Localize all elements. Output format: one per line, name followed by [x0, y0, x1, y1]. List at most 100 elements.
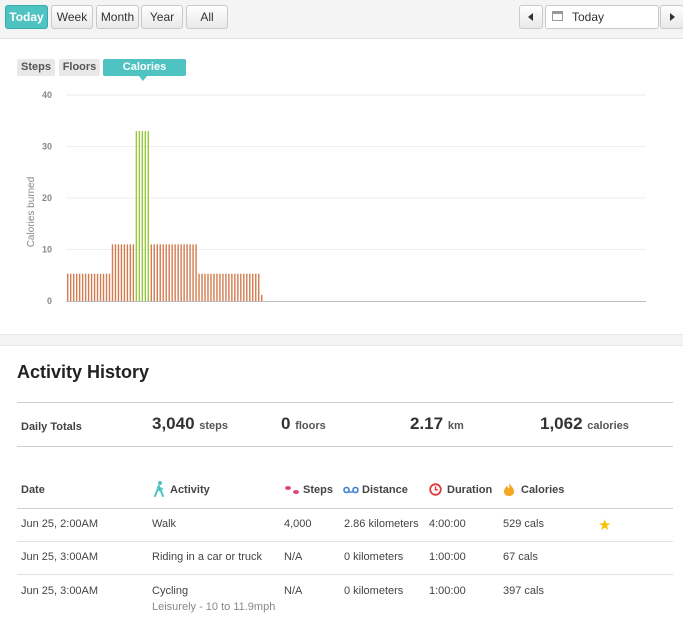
y-tick-label: 40: [42, 90, 52, 100]
range-all-button[interactable]: All: [186, 5, 228, 29]
row-2-date: Jun 25, 3:00AM: [21, 551, 99, 563]
column-date[interactable]: Date: [21, 484, 45, 496]
y-tick-label: 20: [42, 193, 52, 203]
chart-bar: [261, 294, 263, 301]
chart-bar: [135, 131, 138, 301]
next-date-button[interactable]: [660, 5, 683, 29]
total-distance: 2.17 km: [410, 414, 464, 434]
row-2-distance: 0 kilometers: [344, 551, 404, 563]
row-3-duration: 1:00:00: [429, 585, 466, 597]
row-1-activity[interactable]: Walk: [152, 518, 177, 530]
divider: [17, 402, 673, 403]
chart-bar: [222, 273, 224, 301]
total-distance-unit: km: [447, 420, 464, 432]
chart-bar: [162, 244, 164, 301]
chart-bar: [126, 244, 129, 301]
row-3-activity[interactable]: Cycling: [152, 585, 189, 597]
daily-totals-label: Daily Totals: [21, 421, 82, 433]
row-3-steps: N/A: [284, 585, 303, 597]
chart-bar: [210, 273, 212, 301]
chart-bar: [90, 273, 93, 301]
y-tick-label: 0: [47, 296, 52, 306]
chart-bar: [252, 273, 254, 301]
calendar-icon: [552, 11, 563, 21]
column-distance[interactable]: Distance: [362, 484, 408, 496]
chart-bar: [219, 273, 221, 301]
section-divider: [0, 334, 683, 346]
chart-bar: [165, 244, 167, 301]
row-1-steps: 4,000: [284, 518, 312, 530]
chart-bar: [144, 131, 147, 301]
active-tab-pointer: [139, 76, 147, 81]
chart-bar: [216, 273, 218, 301]
total-floors-value: 0: [281, 414, 291, 433]
range-year-button[interactable]: Year: [141, 5, 183, 29]
chart-bar: [189, 244, 191, 301]
calories-chart: 0 10 20 30 40 Calories burned: [26, 90, 646, 306]
chart-bar: [105, 273, 108, 301]
chart-bar: [258, 273, 260, 301]
chart-bar: [198, 273, 200, 301]
chart-bar: [156, 244, 158, 301]
chart-bar: [213, 273, 215, 301]
prev-date-button[interactable]: [519, 5, 543, 29]
walking-person-icon: [154, 481, 164, 497]
divider: [17, 446, 673, 447]
clock-icon: [429, 483, 442, 496]
total-calories-value: 1,062: [540, 414, 583, 433]
row-2-duration: 1:00:00: [429, 551, 466, 563]
y-axis-label: Calories burned: [26, 177, 37, 248]
chart-bar: [87, 273, 90, 301]
total-steps-unit: steps: [199, 420, 229, 432]
chevron-left-icon: [528, 13, 533, 21]
chart-bar: [132, 244, 135, 301]
chart-bar: [84, 273, 87, 301]
chart-bar: [246, 273, 248, 301]
chart-bar: [240, 273, 242, 301]
chart-bar: [204, 273, 206, 301]
y-tick-label: 10: [42, 245, 52, 255]
chart-bar: [129, 244, 132, 301]
row-3-calories: 397 cals: [503, 585, 544, 597]
activity-history-title: Activity History: [17, 362, 150, 382]
row-1-calories: 529 cals: [503, 518, 544, 530]
distance-icon: [343, 486, 359, 494]
range-week-button[interactable]: Week: [51, 5, 93, 29]
range-month-button[interactable]: Month: [96, 5, 139, 29]
chart-bar: [81, 273, 84, 301]
column-duration[interactable]: Duration: [447, 484, 493, 496]
total-floors: 0 floors: [281, 414, 326, 434]
tab-calories-burned[interactable]: Calories burned: [103, 59, 186, 90]
row-3-activity-detail: Leisurely - 10 to 11.9mph: [152, 601, 276, 613]
chart-bar: [171, 244, 173, 301]
range-today-button[interactable]: Today: [5, 5, 48, 29]
tab-steps[interactable]: Steps: [17, 59, 55, 76]
chart-bar: [120, 244, 123, 301]
chart-bar: [138, 131, 141, 301]
chart-bar: [93, 273, 96, 301]
column-activity[interactable]: Activity: [170, 484, 210, 496]
chart-bar: [114, 244, 117, 301]
chart-bar: [249, 273, 251, 301]
divider: [17, 574, 673, 575]
row-2-activity[interactable]: Riding in a car or truck: [152, 551, 263, 563]
favorite-star-icon[interactable]: ★: [598, 517, 612, 534]
chart-bar: [150, 244, 152, 301]
chart-bar: [237, 273, 239, 301]
chart-bar: [99, 273, 102, 301]
column-calories[interactable]: Calories: [521, 484, 565, 496]
row-3-distance: 0 kilometers: [344, 585, 404, 597]
chart-bar: [255, 273, 257, 301]
date-picker[interactable]: Today: [545, 5, 659, 29]
top-toolbar: Today Week Month Year All Today: [0, 0, 683, 39]
chart-bar: [231, 273, 233, 301]
chart-bar: [75, 273, 78, 301]
total-steps: 3,040 steps: [152, 414, 228, 434]
total-calories: 1,062 calories: [540, 414, 629, 434]
chart-bar: [72, 273, 75, 301]
column-steps[interactable]: Steps: [303, 484, 333, 496]
tab-floors[interactable]: Floors: [59, 59, 100, 76]
y-tick-label: 30: [42, 142, 52, 152]
chart-bar: [180, 244, 182, 301]
chart-bar: [117, 244, 120, 301]
